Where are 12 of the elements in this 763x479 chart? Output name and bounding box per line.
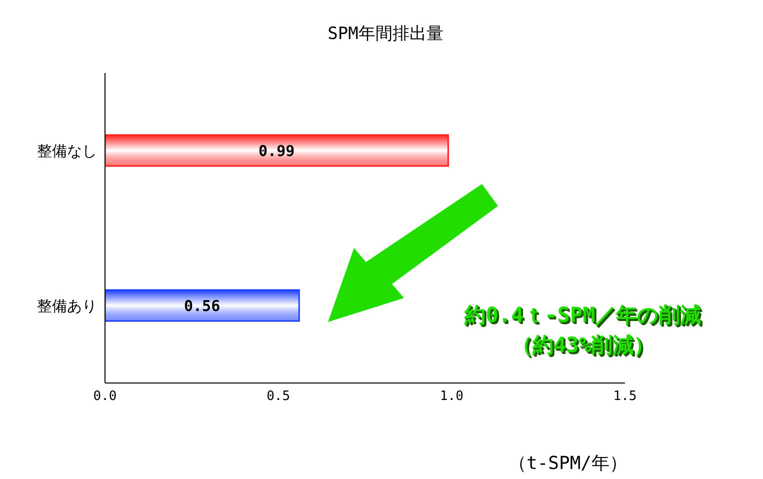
annotation: 約0.4ｔ-SPM／年の削減 <box>463 302 702 329</box>
y-tick-label: 整備あり <box>37 296 97 315</box>
y-tick-label: 整備なし <box>37 142 97 160</box>
x-tick-label: 0.5 <box>266 389 290 404</box>
data-label: 0.56 <box>184 296 220 315</box>
x-axis-title: （t-SPM/年） <box>507 452 629 475</box>
x-tick-label: 1.5 <box>613 389 637 404</box>
x-tick-label: 1.0 <box>440 389 464 404</box>
annotation: （約43%削減） <box>510 332 656 359</box>
chart-title: SPM年間排出量 <box>326 23 444 45</box>
data-label: 0.99 <box>258 142 295 160</box>
x-tick-label: 0.0 <box>93 389 117 404</box>
